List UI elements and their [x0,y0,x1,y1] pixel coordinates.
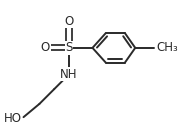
Text: O: O [64,15,74,28]
Text: S: S [65,41,73,54]
Text: O: O [41,41,50,54]
Text: NH: NH [60,68,78,81]
Text: CH₃: CH₃ [156,41,178,54]
Text: HO: HO [4,112,22,125]
